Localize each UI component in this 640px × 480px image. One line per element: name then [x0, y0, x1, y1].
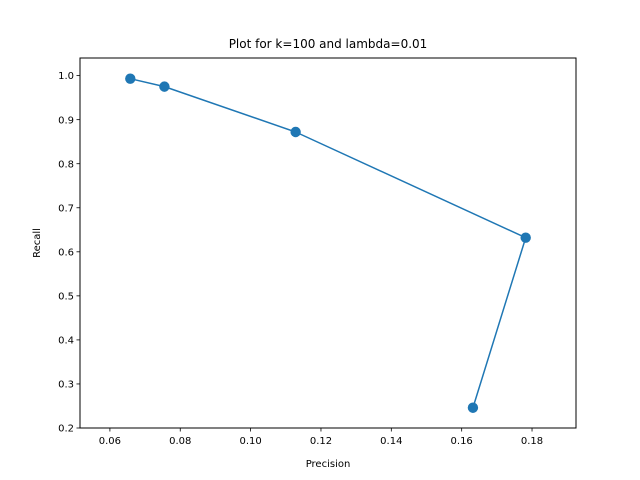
chart-title: Plot for k=100 and lambda=0.01: [229, 37, 428, 51]
x-tick-label: 0.18: [521, 436, 543, 447]
series-layer: [125, 73, 531, 413]
data-point: [467, 402, 479, 413]
x-tick-label: 0.14: [380, 436, 402, 447]
y-tick-label: 0.8: [58, 159, 74, 170]
series-line: [130, 77, 527, 408]
y-tick-label: 0.5: [58, 291, 74, 302]
x-axis-label: Precision: [306, 459, 351, 470]
y-tick-label: 0.4: [58, 336, 74, 347]
y-tick-label: 0.9: [58, 115, 74, 126]
x-tick-label: 0.08: [169, 436, 191, 447]
y-axis-label: Recall: [32, 228, 43, 258]
plot-area-frame: [79, 57, 577, 429]
y-tick-label: 0.2: [58, 424, 74, 435]
y-tick-label: 0.3: [58, 380, 74, 391]
y-tick-label: 0.6: [58, 247, 74, 258]
data-point: [290, 126, 301, 138]
x-tick-label: 0.10: [239, 436, 261, 447]
y-tick-label: 0.7: [58, 203, 74, 214]
x-axis-ticks: 0.06 0.08 0.10 0.12 0.14 0.16 0.18: [99, 428, 543, 447]
y-axis-ticks: 0.2 0.3 0.4 0.5 0.6 0.7 0.8 0.9 1.0: [58, 71, 80, 435]
y-tick-label: 1.0: [58, 71, 74, 82]
data-point: [159, 81, 170, 92]
x-tick-label: 0.16: [451, 436, 473, 447]
x-tick-label: 0.06: [99, 436, 121, 447]
x-tick-label: 0.12: [310, 436, 332, 447]
data-point: [125, 73, 136, 84]
data-point: [520, 232, 531, 243]
